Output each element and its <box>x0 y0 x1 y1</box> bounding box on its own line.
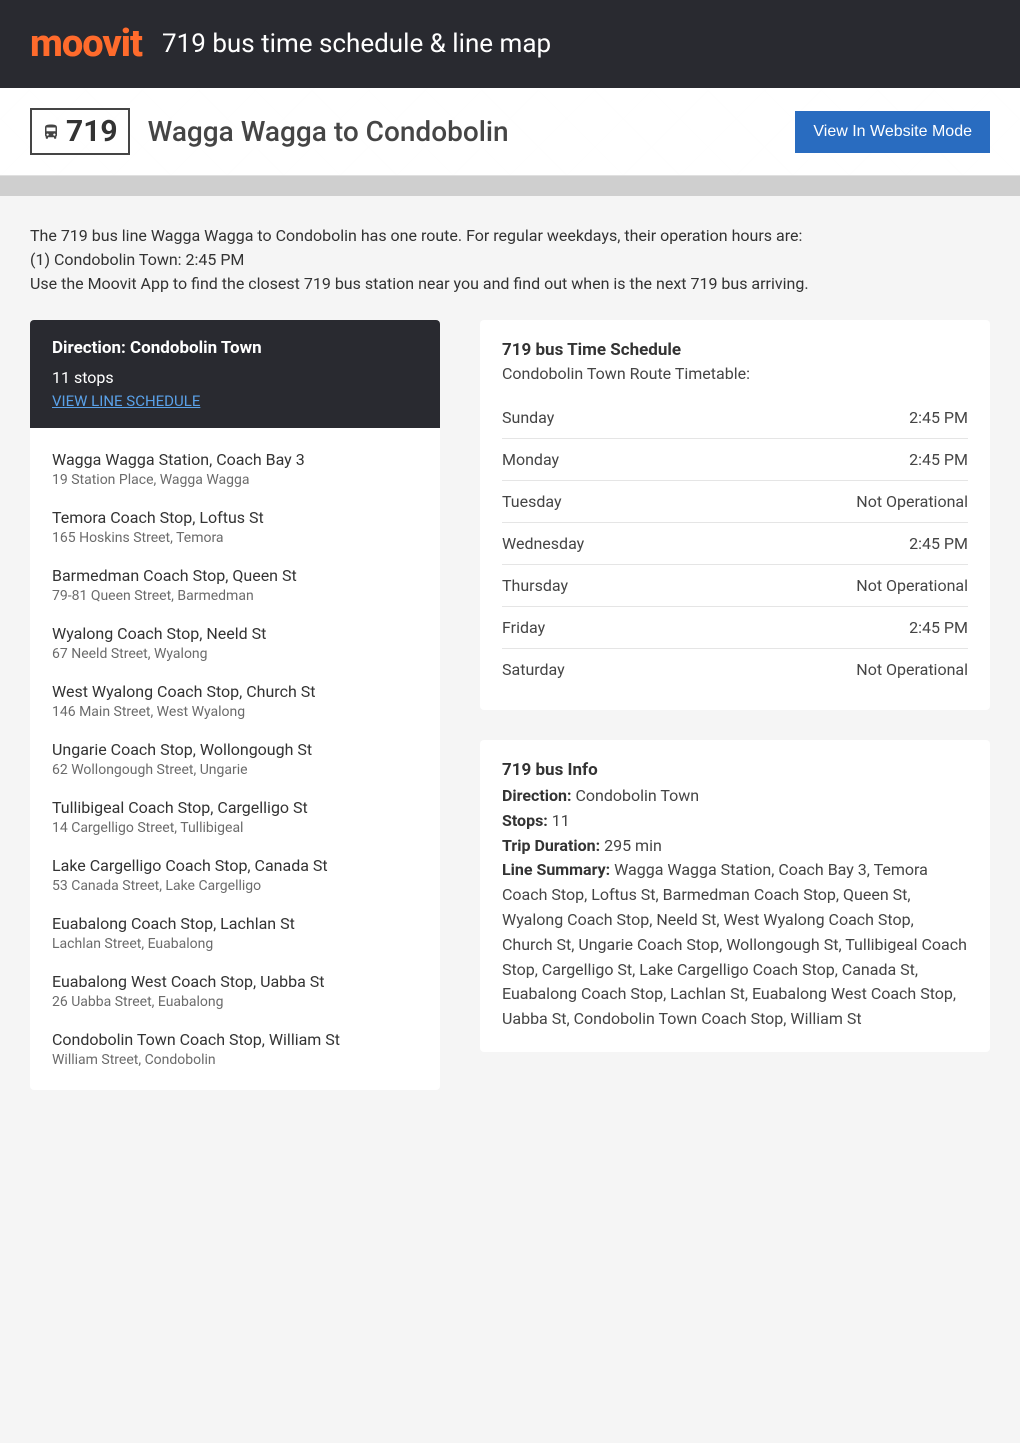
stop-name: West Wyalong Coach Stop, Church St <box>52 682 418 701</box>
divider-strip <box>0 176 1020 196</box>
view-website-button[interactable]: View In Website Mode <box>795 111 990 153</box>
schedule-row: Sunday 2:45 PM <box>502 397 968 439</box>
route-name: Wagga Wagga to Condobolin <box>148 115 509 148</box>
stop-item: Lake Cargelligo Coach Stop, Canada St 53… <box>52 856 418 894</box>
stop-name: Temora Coach Stop, Loftus St <box>52 508 418 527</box>
info-label: Direction: <box>502 786 571 805</box>
stop-address: 165 Hoskins Street, Temora <box>52 530 418 546</box>
info-value: 11 <box>548 811 570 830</box>
info-value: 295 min <box>600 836 662 855</box>
app-header: moovit 719 bus time schedule & line map <box>0 0 1020 88</box>
stops-column: Direction: Condobolin Town 11 stops VIEW… <box>30 320 440 1090</box>
intro-line: (1) Condobolin Town: 2:45 PM <box>30 248 990 272</box>
info-label: Line Summary: <box>502 860 610 879</box>
stop-address: 19 Station Place, Wagga Wagga <box>52 472 418 488</box>
stop-item: Euabalong Coach Stop, Lachlan St Lachlan… <box>52 914 418 952</box>
stop-name: Ungarie Coach Stop, Wollongough St <box>52 740 418 759</box>
stop-address: William Street, Condobolin <box>52 1052 418 1068</box>
schedule-row: Monday 2:45 PM <box>502 439 968 481</box>
stop-name: Euabalong Coach Stop, Lachlan St <box>52 914 418 933</box>
stop-item: West Wyalong Coach Stop, Church St 146 M… <box>52 682 418 720</box>
schedule-subtitle: Condobolin Town Route Timetable: <box>502 364 968 383</box>
direction-header: Direction: Condobolin Town 11 stops VIEW… <box>30 320 440 428</box>
schedule-row: Saturday Not Operational <box>502 649 968 690</box>
stop-name: Wyalong Coach Stop, Neeld St <box>52 624 418 643</box>
stops-count: 11 stops <box>52 368 418 387</box>
schedule-row: Friday 2:45 PM <box>502 607 968 649</box>
info-label: Trip Duration: <box>502 836 600 855</box>
stop-address: 67 Neeld Street, Wyalong <box>52 646 418 662</box>
schedule-day: Wednesday <box>502 534 584 553</box>
info-panel: 719 bus Info Direction: Condobolin Town … <box>480 740 990 1052</box>
stop-item: Wagga Wagga Station, Coach Bay 3 19 Stat… <box>52 450 418 488</box>
route-bar: 719 Wagga Wagga to Condobolin View In We… <box>0 88 1020 176</box>
schedule-time: Not Operational <box>856 660 968 679</box>
stop-address: 14 Cargelligo Street, Tullibigeal <box>52 820 418 836</box>
schedule-time: Not Operational <box>856 576 968 595</box>
schedule-table: Sunday 2:45 PM Monday 2:45 PM Tuesday No… <box>502 397 968 690</box>
stop-item: Barmedman Coach Stop, Queen St 79-81 Que… <box>52 566 418 604</box>
route-number: 719 <box>66 114 118 149</box>
route-identity: 719 Wagga Wagga to Condobolin <box>30 108 509 155</box>
stop-address: 146 Main Street, West Wyalong <box>52 704 418 720</box>
stop-item: Euabalong West Coach Stop, Uabba St 26 U… <box>52 972 418 1010</box>
stop-address: Lachlan Street, Euabalong <box>52 936 418 952</box>
schedule-time: Not Operational <box>856 492 968 511</box>
stop-name: Wagga Wagga Station, Coach Bay 3 <box>52 450 418 469</box>
stop-item: Condobolin Town Coach Stop, William St W… <box>52 1030 418 1068</box>
schedule-time: 2:45 PM <box>909 450 968 469</box>
schedule-time: 2:45 PM <box>909 534 968 553</box>
schedule-day: Sunday <box>502 408 554 427</box>
stop-name: Barmedman Coach Stop, Queen St <box>52 566 418 585</box>
stop-item: Tullibigeal Coach Stop, Cargelligo St 14… <box>52 798 418 836</box>
page-title: 719 bus time schedule & line map <box>162 29 551 59</box>
stop-address: 79-81 Queen Street, Barmedman <box>52 588 418 604</box>
info-value: Wagga Wagga Station, Coach Bay 3, Temora… <box>502 860 967 1028</box>
brand-name: moovit <box>30 22 142 66</box>
content-area: Direction: Condobolin Town 11 stops VIEW… <box>0 320 1020 1130</box>
schedule-row: Wednesday 2:45 PM <box>502 523 968 565</box>
info-stops: Stops: 11 <box>502 809 968 834</box>
info-label: Stops: <box>502 811 548 830</box>
stop-item: Wyalong Coach Stop, Neeld St 67 Neeld St… <box>52 624 418 662</box>
stop-name: Tullibigeal Coach Stop, Cargelligo St <box>52 798 418 817</box>
route-badge: 719 <box>30 108 130 155</box>
schedule-day: Saturday <box>502 660 565 679</box>
schedule-day: Monday <box>502 450 559 469</box>
stop-name: Condobolin Town Coach Stop, William St <box>52 1030 418 1049</box>
schedule-row: Thursday Not Operational <box>502 565 968 607</box>
info-value: Condobolin Town <box>571 786 699 805</box>
intro-line: Use the Moovit App to find the closest 7… <box>30 272 990 296</box>
view-schedule-link[interactable]: VIEW LINE SCHEDULE <box>52 392 200 410</box>
schedule-time: 2:45 PM <box>909 618 968 637</box>
stop-name: Lake Cargelligo Coach Stop, Canada St <box>52 856 418 875</box>
intro-text: The 719 bus line Wagga Wagga to Condobol… <box>0 196 1020 320</box>
intro-line: The 719 bus line Wagga Wagga to Condobol… <box>30 224 990 248</box>
schedule-title: 719 bus Time Schedule <box>502 340 968 360</box>
bus-icon <box>42 123 60 141</box>
schedule-time: 2:45 PM <box>909 408 968 427</box>
direction-title: Direction: Condobolin Town <box>52 338 418 358</box>
schedule-day: Tuesday <box>502 492 562 511</box>
brand-logo: moovit <box>30 22 142 66</box>
stop-name: Euabalong West Coach Stop, Uabba St <box>52 972 418 991</box>
stop-address: 62 Wollongough Street, Ungarie <box>52 762 418 778</box>
info-summary: Line Summary: Wagga Wagga Station, Coach… <box>502 858 968 1032</box>
schedule-panel: 719 bus Time Schedule Condobolin Town Ro… <box>480 320 990 710</box>
info-duration: Trip Duration: 295 min <box>502 834 968 859</box>
stop-address: 53 Canada Street, Lake Cargelligo <box>52 878 418 894</box>
schedule-day: Thursday <box>502 576 568 595</box>
stop-address: 26 Uabba Street, Euabalong <box>52 994 418 1010</box>
info-column: 719 bus Time Schedule Condobolin Town Ro… <box>480 320 990 1082</box>
info-title: 719 bus Info <box>502 760 968 780</box>
stops-list: Wagga Wagga Station, Coach Bay 3 19 Stat… <box>30 428 440 1090</box>
stop-item: Temora Coach Stop, Loftus St 165 Hoskins… <box>52 508 418 546</box>
schedule-day: Friday <box>502 618 545 637</box>
schedule-row: Tuesday Not Operational <box>502 481 968 523</box>
info-direction: Direction: Condobolin Town <box>502 784 968 809</box>
stop-item: Ungarie Coach Stop, Wollongough St 62 Wo… <box>52 740 418 778</box>
